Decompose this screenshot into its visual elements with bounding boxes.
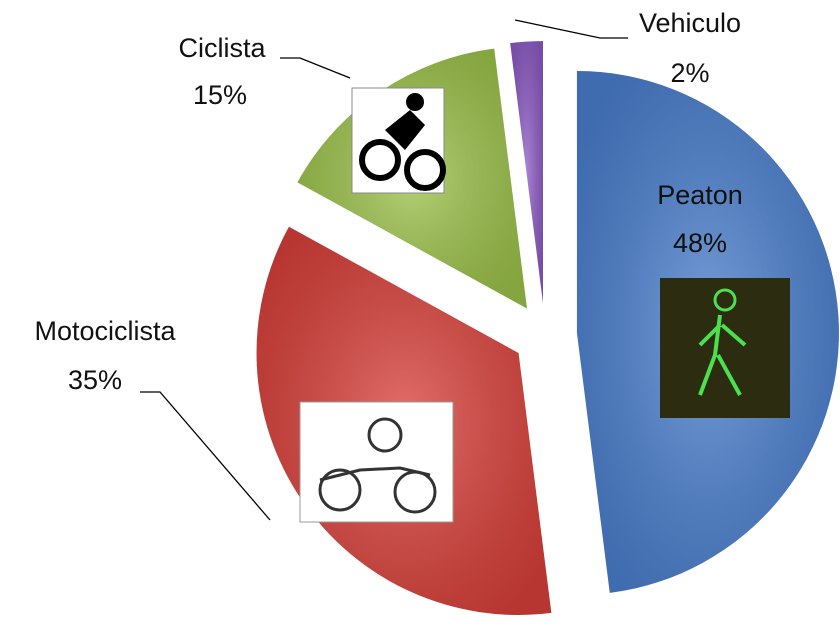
pedestrian-icon bbox=[713, 288, 737, 312]
cyclist-icon bbox=[359, 139, 401, 181]
value-label: 15% bbox=[193, 80, 247, 110]
icons bbox=[299, 87, 790, 523]
cyclist-icon bbox=[404, 149, 446, 191]
slice-shade bbox=[510, 41, 543, 304]
motorcycle-icon bbox=[367, 417, 403, 453]
pedestrian-icon bbox=[660, 278, 790, 418]
motorcycle-icon bbox=[319, 466, 431, 482]
value-label: 35% bbox=[68, 365, 122, 395]
pedestrian-icon bbox=[698, 314, 747, 396]
motorcycle-icon bbox=[318, 468, 362, 512]
category-label: Vehiculo bbox=[639, 8, 741, 38]
leader-line bbox=[514, 19, 628, 39]
value-label: 2% bbox=[670, 58, 709, 88]
labels: Peaton 48% Motociclista 35% Ciclista 15% Vehic… bbox=[34, 8, 742, 395]
leader-line bbox=[280, 57, 351, 79]
category-label: Ciclista bbox=[178, 33, 266, 63]
value-label: 48% bbox=[673, 228, 727, 258]
cyclist-icon bbox=[385, 110, 425, 150]
leader-lines bbox=[140, 19, 628, 521]
cyclist-icon bbox=[406, 93, 424, 111]
leader-line bbox=[140, 391, 271, 521]
category-label: Motociclista bbox=[34, 316, 176, 346]
category-label: Peaton bbox=[657, 180, 743, 210]
